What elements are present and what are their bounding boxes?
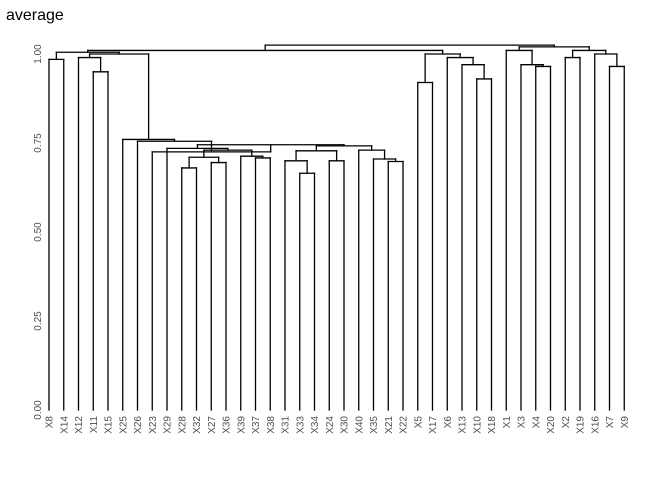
leaf-label-x6: X6: [443, 416, 454, 429]
leaf-label-x35: X35: [369, 416, 380, 434]
leaf-label-x37: X37: [251, 416, 262, 434]
leaf-label-x7: X7: [605, 416, 616, 429]
leaf-label-x20: X20: [546, 416, 557, 434]
leaf-label-x23: X23: [148, 416, 159, 434]
leaf-label-x10: X10: [472, 416, 483, 434]
y-tick-label: 1.00: [33, 44, 44, 64]
dendrogram-branches: [48, 44, 625, 411]
leaf-label-x24: X24: [325, 416, 336, 434]
chart-title: average: [6, 7, 64, 24]
leaf-label-x22: X22: [399, 416, 410, 434]
leaf-labels: X8 X14 X12 X11 X15 X25 X26 X23 X29 X28 X32 X27 X36 X3…: [45, 416, 631, 434]
leaf-label-x27: X27: [207, 416, 218, 434]
y-tick-label: 0.25: [33, 311, 44, 331]
y-tick-label: 0.00: [33, 400, 44, 420]
leaf-label-x18: X18: [487, 416, 498, 434]
leaf-label-x14: X14: [59, 416, 70, 434]
leaf-label-x39: X39: [236, 416, 247, 434]
leaf-label-x33: X33: [295, 416, 306, 434]
leaf-label-x32: X32: [192, 416, 203, 434]
y-axis: 0.00 0.25 0.50 0.75 1.00: [33, 44, 44, 420]
leaf-label-x38: X38: [266, 416, 277, 434]
leaf-label-x25: X25: [118, 416, 129, 434]
leaf-label-x29: X29: [163, 416, 174, 434]
leaf-label-x12: X12: [74, 416, 85, 434]
leaf-label-x19: X19: [576, 416, 587, 434]
leaf-label-x30: X30: [340, 416, 351, 434]
leaf-label-x4: X4: [531, 416, 542, 429]
leaf-label-x2: X2: [561, 416, 572, 429]
leaf-label-x5: X5: [413, 416, 424, 429]
leaf-label-x28: X28: [177, 416, 188, 434]
leaf-label-x1: X1: [502, 416, 513, 429]
leaf-label-x8: X8: [45, 416, 56, 429]
y-tick-label: 0.75: [33, 133, 44, 153]
leaf-label-x16: X16: [590, 416, 601, 434]
leaf-label-x40: X40: [354, 416, 365, 434]
leaf-label-x11: X11: [89, 416, 100, 433]
leaf-label-x31: X31: [281, 416, 292, 434]
leaf-label-x34: X34: [310, 416, 321, 434]
leaf-label-x21: X21: [384, 416, 395, 434]
leaf-label-x3: X3: [517, 416, 528, 429]
leaf-label-x17: X17: [428, 416, 439, 434]
y-tick-label: 0.50: [33, 222, 44, 242]
leaf-label-x15: X15: [104, 416, 115, 434]
leaf-label-x13: X13: [458, 416, 469, 434]
leaf-label-x26: X26: [133, 416, 144, 434]
leaf-label-x9: X9: [620, 416, 631, 429]
leaf-label-x36: X36: [222, 416, 233, 434]
